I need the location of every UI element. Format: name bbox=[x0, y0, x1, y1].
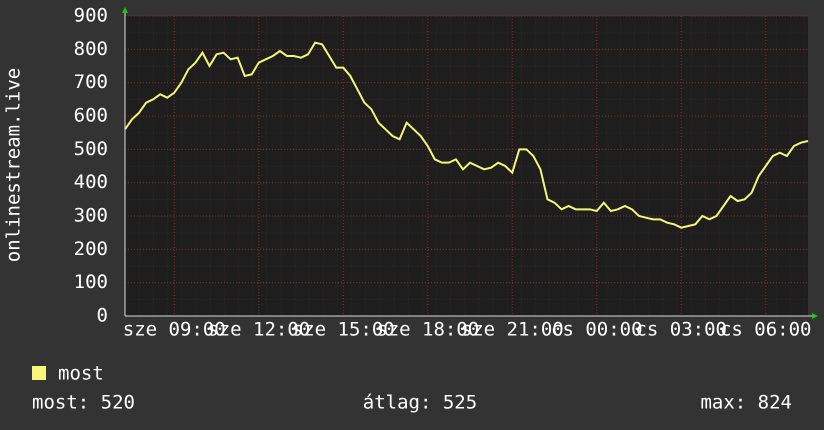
x-tick-label: cs 00:00 bbox=[551, 319, 643, 341]
stat: átlag: 525 bbox=[363, 392, 477, 414]
x-tick-label: sze 21:00 bbox=[461, 319, 564, 341]
x-tick-label: sze 18:00 bbox=[376, 319, 479, 341]
axis-arrow bbox=[812, 313, 818, 319]
y-tick-label: 900 bbox=[74, 5, 108, 27]
y-tick-label: 600 bbox=[74, 105, 108, 127]
x-tick-label: cs 06:00 bbox=[720, 319, 812, 341]
data-line bbox=[124, 41, 809, 229]
y-tick-label: 700 bbox=[74, 71, 108, 93]
y-tick-label: 500 bbox=[74, 138, 108, 160]
x-tick-label: cs 03:00 bbox=[635, 319, 727, 341]
legend-swatch bbox=[32, 366, 46, 380]
y-axis-label: onlinestream.live bbox=[3, 68, 25, 262]
x-tick-label: sze 09:00 bbox=[123, 319, 226, 341]
y-tick-label: 800 bbox=[74, 38, 108, 60]
stat: max: 824 bbox=[700, 392, 792, 414]
stat: most: 520 bbox=[32, 392, 135, 414]
y-tick-label: 100 bbox=[74, 271, 108, 293]
axis-arrow bbox=[122, 7, 128, 13]
y-tick-label: 300 bbox=[74, 205, 108, 227]
y-tick-label: 400 bbox=[74, 171, 108, 193]
y-tick-label: 200 bbox=[74, 238, 108, 260]
y-tick-label: 0 bbox=[97, 305, 108, 327]
x-tick-label: sze 12:00 bbox=[207, 319, 310, 341]
legend-label: most bbox=[58, 363, 104, 385]
x-tick-label: sze 15:00 bbox=[292, 319, 395, 341]
